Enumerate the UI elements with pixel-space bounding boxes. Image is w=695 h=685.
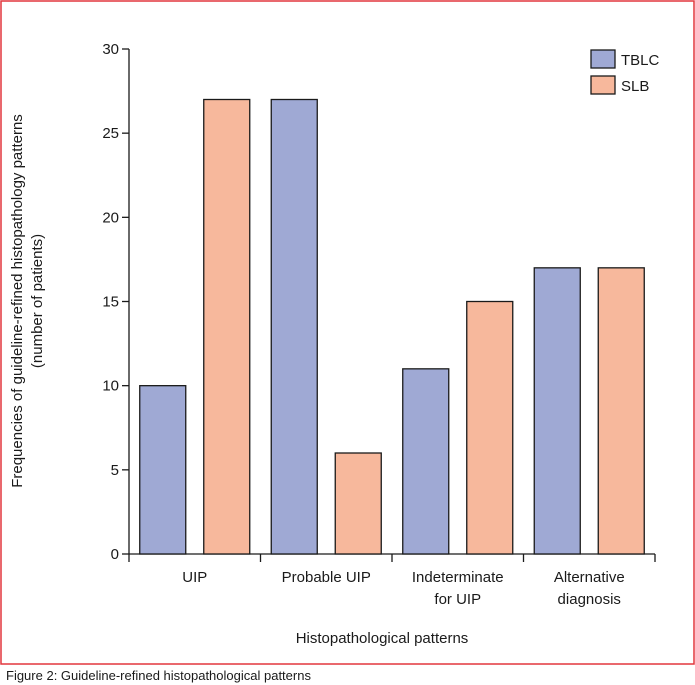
x-tick-label: UIP [182,569,207,586]
x-tick-label: Probable UIP [282,569,371,586]
y-tick-label: 0 [111,546,119,563]
y-axis: 0 5 10 15 20 25 30 [102,41,130,563]
legend-label-slb: SLB [621,78,649,95]
legend: TBLC SLB [590,49,660,95]
y-tick-label: 30 [102,41,119,58]
legend-swatch-slb [590,75,616,95]
bar-chart: Frequencies of guideline-refined histopa… [9,41,660,647]
y-axis-title: Frequencies of guideline-refined histopa… [9,114,46,488]
x-axis-title: Histopathological patterns [296,630,469,647]
bar-tblc-2 [402,368,450,555]
legend-label-tblc: TBLC [621,52,660,69]
bar-tblc-1 [270,98,318,555]
bar-slb-1 [334,452,382,555]
bar-slb-0 [203,98,251,555]
y-tick-label: 15 [102,294,119,311]
y-tick-label: 25 [102,125,119,142]
y-tick-label: 10 [102,378,119,395]
bar-tblc-0 [139,385,187,555]
figure-caption: Figure 2: Guideline-refined histopatholo… [6,668,311,683]
y-axis-title-line: Frequencies of guideline-refined histopa… [9,114,26,488]
legend-swatch-tblc [590,49,616,69]
x-tick-label: diagnosis [558,591,621,608]
bar-slb-2 [466,300,514,555]
x-tick-label: Alternative [554,569,625,586]
x-tick-label: Indeterminate [412,569,504,586]
y-axis-title-line: (number of patients) [29,234,46,368]
figure-frame [0,0,695,665]
y-tick-label: 5 [111,462,119,479]
x-tick-label: for UIP [434,591,481,608]
bars [139,98,645,555]
bar-tblc-3 [533,267,581,555]
y-tick-label: 20 [102,209,119,226]
x-axis: UIP Probable UIP Indeterminate for UIP Alter… [128,553,656,608]
bar-slb-3 [597,267,645,555]
